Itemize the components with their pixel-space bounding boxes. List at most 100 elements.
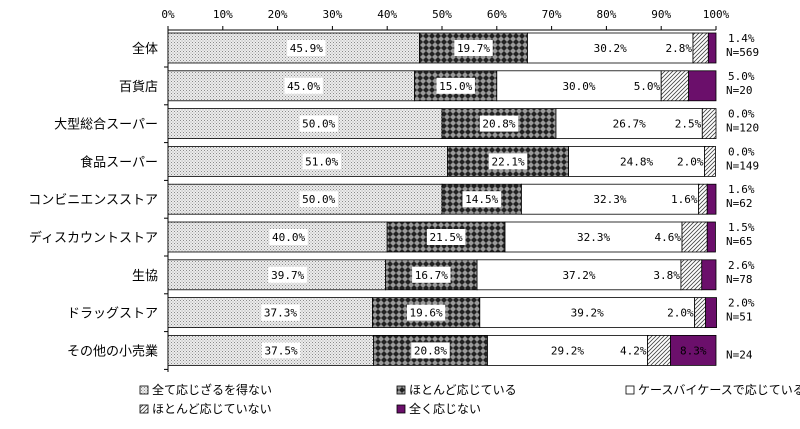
data-label-series1: 37.5% xyxy=(264,344,297,357)
bar-segment xyxy=(680,259,703,291)
data-label-series2: 14.5% xyxy=(465,193,498,206)
bar-segment xyxy=(681,221,708,253)
legend-label: ほとんど応じている xyxy=(409,383,517,397)
data-label-series2: 20.8% xyxy=(482,118,515,131)
data-label-bg xyxy=(411,342,450,359)
bar-segment xyxy=(707,32,717,64)
data-label-bg xyxy=(426,229,466,245)
data-label-series4: 5.0% xyxy=(634,80,661,93)
category-label: コンビニエンスストア xyxy=(28,193,158,208)
x-tick-label: 70% xyxy=(542,8,562,21)
data-label-series3: 32.3% xyxy=(593,193,626,206)
data-label-series5: 0.0% xyxy=(728,108,755,121)
legend-swatch xyxy=(139,385,149,395)
data-label-bg xyxy=(406,304,446,321)
bar-segment xyxy=(705,297,717,329)
legend-swatch xyxy=(396,404,406,414)
x-tick-label: 30% xyxy=(322,8,342,21)
data-label-series2: 16.7% xyxy=(415,269,448,282)
bar-segment xyxy=(701,259,717,291)
legend-swatch xyxy=(139,404,149,414)
bar-segment xyxy=(701,108,717,139)
n-label: N=20 xyxy=(726,84,753,97)
bar-segment xyxy=(692,32,709,64)
bar-segment xyxy=(704,145,716,177)
n-label: N=149 xyxy=(726,159,759,172)
data-label-series1: 51.0% xyxy=(305,155,338,168)
data-label-series4: 2.0% xyxy=(677,155,704,168)
n-label: N=120 xyxy=(726,122,759,135)
bar-segment xyxy=(479,297,696,329)
data-label-series1: 39.7% xyxy=(271,269,304,282)
x-tick-label: 10% xyxy=(213,8,233,21)
data-label-bg xyxy=(462,191,501,208)
data-label-series2: 19.7% xyxy=(457,42,490,55)
data-label-bg xyxy=(284,77,323,94)
n-label: N=78 xyxy=(726,273,753,286)
legend-swatch xyxy=(396,385,406,395)
data-label-series1: 45.9% xyxy=(290,42,323,55)
data-label-series1: 40.0% xyxy=(272,231,305,244)
category-label: 大型総合スーパー xyxy=(54,118,158,133)
data-labels: 全体 45.9% 19.7% 30.2% 2.8% 1.4%N=569 百貨店 45.0% 15… xyxy=(28,32,759,361)
n-label: N=24 xyxy=(726,348,753,361)
data-label-series2: 20.8% xyxy=(414,344,447,357)
legend-label: 全て応じざるを得ない xyxy=(152,382,272,397)
bar-segment xyxy=(476,259,682,291)
data-label-bg xyxy=(268,266,307,283)
data-label-series4: 1.6% xyxy=(671,193,698,206)
category-label: ディスカウントストア xyxy=(29,230,158,246)
bar-segment xyxy=(698,183,708,215)
data-label-bg xyxy=(454,40,493,56)
data-label-bg xyxy=(269,229,308,245)
legend-label: ケースバイケースで応じている xyxy=(638,383,800,397)
data-label-series1: 45.0% xyxy=(287,80,320,93)
data-label-bg xyxy=(479,115,519,132)
n-label: N=51 xyxy=(726,311,753,324)
data-label-series4: 2.0% xyxy=(667,307,694,320)
legend-swatch xyxy=(625,385,635,395)
data-label-bg xyxy=(299,191,338,208)
data-label-series3: 29.2% xyxy=(551,344,584,357)
data-label-series1: 50.0% xyxy=(302,193,335,206)
category-label: 全体 xyxy=(132,41,158,57)
bar-segment xyxy=(694,297,706,329)
data-label-series3: 30.2% xyxy=(594,42,627,55)
x-tick-label: 80% xyxy=(596,8,616,21)
bar-segment xyxy=(688,70,717,102)
data-label-bg xyxy=(488,153,528,170)
data-label-series5: 0.0% xyxy=(728,145,755,158)
x-axis: 0% 10% 20% 30% 40% 50% 60% 70% 80% 90% 100% xyxy=(161,8,730,372)
bar-segment xyxy=(504,221,683,253)
data-label-series4: 4.2% xyxy=(620,344,647,357)
n-label: N=62 xyxy=(726,197,753,210)
data-label-series5: 1.6% xyxy=(728,183,755,196)
data-label-series2: 15.0% xyxy=(439,80,472,93)
x-tick-label: 40% xyxy=(377,8,397,21)
data-label-series3: 24.8% xyxy=(620,155,653,168)
x-tick-label: 20% xyxy=(268,8,288,21)
data-label-series4: 2.5% xyxy=(675,118,702,131)
data-label-series5: 5.0% xyxy=(728,70,755,83)
category-label: その他の小売業 xyxy=(67,343,158,359)
data-label-series3: 32.3% xyxy=(577,231,610,244)
data-label-series4: 2.8% xyxy=(665,42,692,55)
x-tick-label: 0% xyxy=(161,8,175,21)
data-label-series3: 37.2% xyxy=(562,269,595,282)
data-label-series5: 8.3% xyxy=(680,344,707,357)
bar-segment xyxy=(167,297,373,329)
category-label: 食品スーパー xyxy=(80,154,158,170)
data-label-series1: 37.3% xyxy=(264,307,297,320)
bar-segment xyxy=(706,183,717,215)
bar-segment xyxy=(660,70,690,102)
data-label-series4: 4.6% xyxy=(655,231,682,244)
x-tick-label: 100% xyxy=(703,8,730,21)
legend-label: 全く応じない xyxy=(409,401,481,416)
data-label-bg xyxy=(299,115,338,132)
data-label-series2: 22.1% xyxy=(491,155,524,168)
data-label-bg xyxy=(261,342,301,359)
bar-segment xyxy=(670,334,717,366)
data-label-bg xyxy=(412,266,451,283)
x-tick-label: 60% xyxy=(487,8,507,21)
